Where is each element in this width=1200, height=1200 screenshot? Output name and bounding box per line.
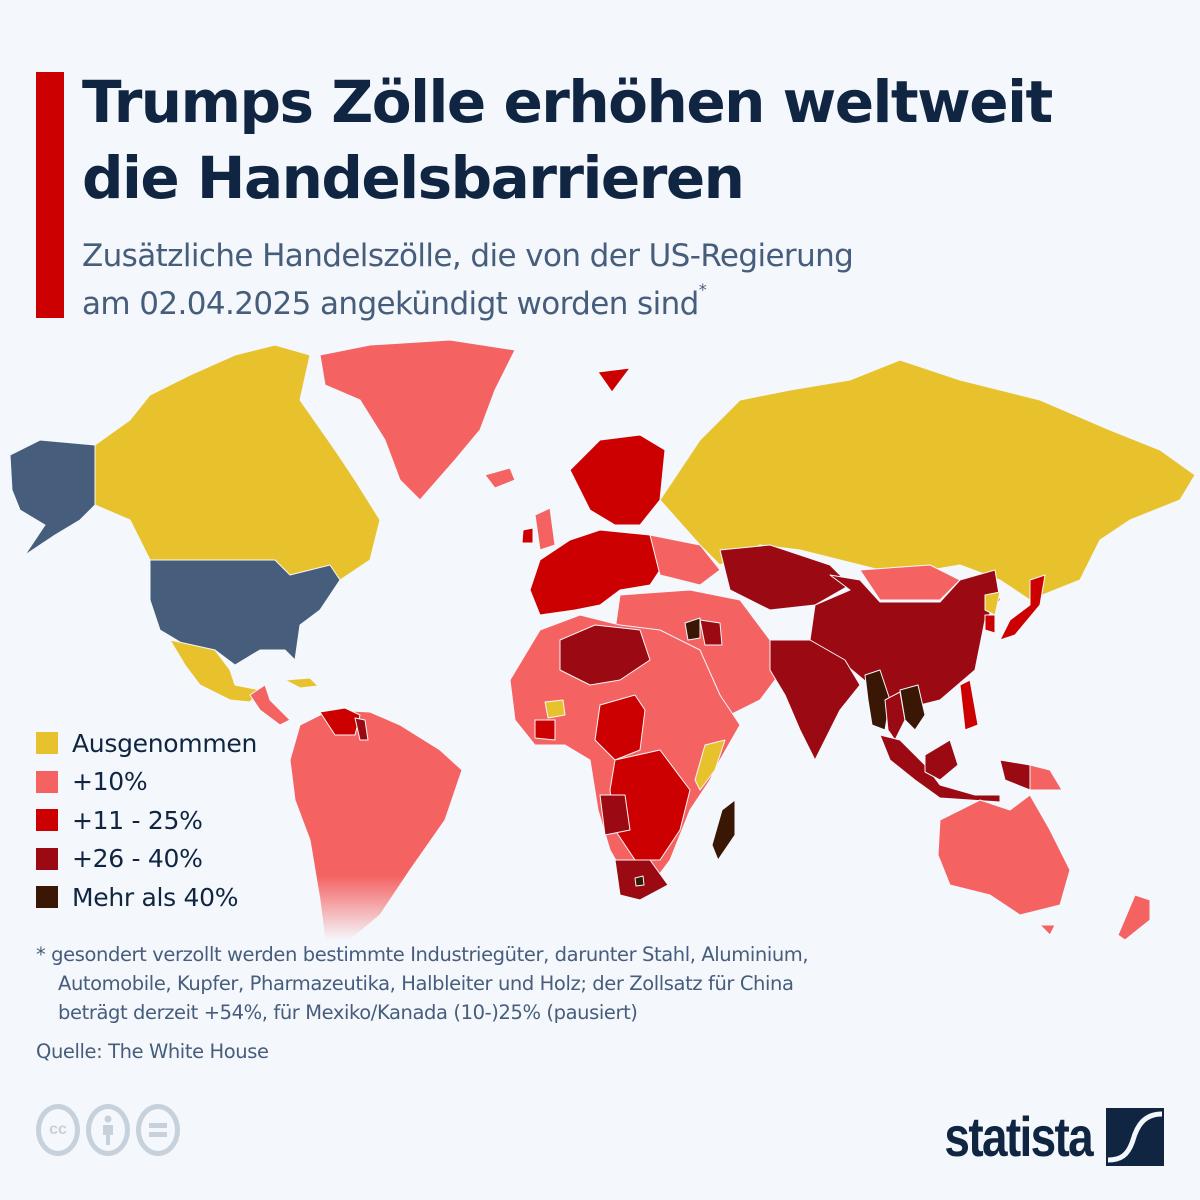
- subtitle: Zusätzliche Handelszölle, die von der US…: [82, 232, 1082, 328]
- region-chad-nigeria: [594, 694, 646, 761]
- region-greenland: [319, 340, 516, 501]
- title-line-2: die Handelsbarrieren: [82, 144, 745, 212]
- statista-mark-icon: [1106, 1107, 1164, 1166]
- legend-swatch: [36, 732, 58, 755]
- region-ireland: [521, 527, 534, 544]
- region-borneo: [924, 739, 959, 781]
- region-usa: [149, 559, 341, 666]
- footnote-marker: *: [698, 280, 707, 299]
- legend-swatch: [36, 809, 58, 832]
- region-thailand: [884, 691, 906, 741]
- legend-label: +11 - 25%: [72, 805, 203, 835]
- region-kazakhstan: [719, 544, 851, 611]
- region-china: [809, 569, 1001, 711]
- brand-name: statista: [944, 1105, 1093, 1168]
- attribution-icon[interactable]: [86, 1104, 130, 1156]
- region-eu: [529, 529, 661, 616]
- legend-item-plus10: +10%: [36, 763, 257, 802]
- world-map: [9, 340, 1196, 940]
- region-iraq: [699, 619, 723, 646]
- region-angola: [599, 794, 631, 836]
- region-lesotho: [634, 875, 645, 887]
- subtitle-line-2: am 02.04.2025 angekündigt worden sind*: [82, 280, 1082, 328]
- region-alaska: [9, 439, 96, 556]
- region-algeria-libya: [559, 624, 651, 686]
- legend-swatch: [36, 770, 58, 793]
- region-north-korea: [984, 591, 1001, 616]
- footnote-line-2: Automobile, Kupfer, Pharmazeutika, Halbl…: [58, 972, 794, 995]
- region-new-zealand: [1117, 894, 1151, 940]
- region-ivory-coast: [534, 719, 556, 741]
- region-central-america: [249, 684, 291, 726]
- accent-bar: [36, 72, 64, 318]
- license-icons: cc: [36, 1104, 180, 1156]
- legend-item-exempt: Ausgenommen: [36, 724, 257, 763]
- region-guyana: [354, 717, 369, 741]
- footnote-line-3: beträgt derzeit +54%, für Mexiko/Kanada …: [58, 1001, 638, 1024]
- no-derivatives-icon[interactable]: [136, 1104, 180, 1156]
- subtitle-line-1: Zusätzliche Handelszölle, die von der US…: [82, 238, 854, 274]
- region-syria: [684, 617, 701, 641]
- subtitle-line-2-text: am 02.04.2025 angekündigt worden sind: [82, 286, 699, 322]
- region-south-korea: [984, 614, 996, 634]
- region-burkina-faso: [544, 699, 566, 719]
- region-indochina: [899, 684, 926, 731]
- title-line-1: Trumps Zölle erhöhen weltweit: [82, 68, 1053, 136]
- region-papua-new-guinea: [1029, 764, 1063, 791]
- source-text: Quelle: The White House: [36, 1040, 269, 1063]
- region-mongolia: [859, 564, 961, 601]
- region-japan: [999, 574, 1046, 641]
- region-iceland: [484, 467, 516, 489]
- region-india: [769, 639, 861, 761]
- cc-icon[interactable]: cc: [36, 1104, 80, 1156]
- footnote-line-1: * gesondert verzollt werden bestimmte In…: [36, 943, 809, 966]
- legend-swatch: [36, 847, 58, 870]
- legend-label: +26 - 40%: [72, 844, 203, 874]
- region-uk: [534, 507, 556, 551]
- region-somalia: [694, 739, 726, 791]
- legend-label: Ausgenommen: [72, 728, 257, 758]
- region-russia: [659, 359, 1196, 601]
- region-eastern-europe: [649, 534, 721, 586]
- legend-label: Mehr als 40%: [72, 882, 239, 912]
- region-scandinavia: [569, 434, 666, 526]
- region-australia: [937, 794, 1071, 916]
- region-svalbard: [597, 367, 631, 393]
- region-cuba: [284, 677, 319, 689]
- legend-label: +10%: [72, 767, 148, 797]
- legend-item-plus26-40: +26 - 40%: [36, 840, 257, 879]
- statista-logo[interactable]: statista: [912, 1104, 1164, 1169]
- region-new-guinea-west: [999, 759, 1031, 791]
- legend-item-over40: Mehr als 40%: [36, 878, 257, 917]
- page-title: Trumps Zölle erhöhen weltweit die Handel…: [82, 64, 1182, 216]
- legend-item-plus11-25: +11 - 25%: [36, 801, 257, 840]
- region-myanmar: [864, 669, 891, 731]
- region-indonesia: [879, 734, 1001, 803]
- footnote: * gesondert verzollt werden bestimmte In…: [36, 940, 1036, 1027]
- legend-swatch: [36, 886, 58, 909]
- region-south-america: [289, 709, 463, 940]
- region-madagascar: [711, 799, 736, 861]
- region-tasmania: [1039, 924, 1056, 936]
- region-philippines: [959, 679, 979, 731]
- legend: Ausgenommen +10% +11 - 25% +26 - 40% Meh…: [36, 724, 257, 917]
